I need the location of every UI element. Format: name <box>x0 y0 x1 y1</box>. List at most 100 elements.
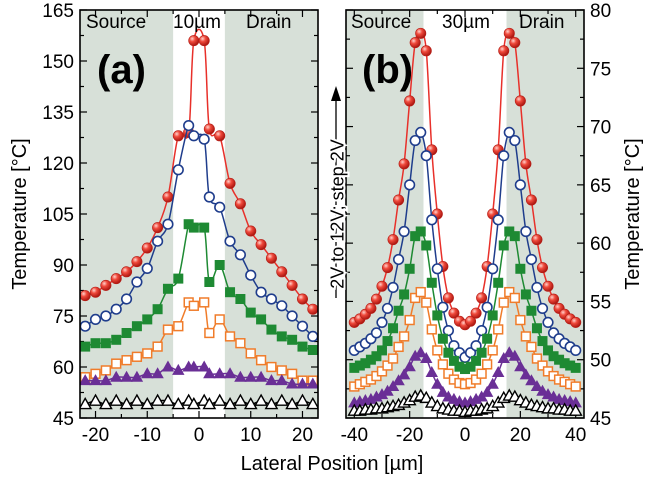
data-point <box>504 226 515 237</box>
data-point <box>442 324 454 337</box>
data-point <box>570 381 581 392</box>
data-point <box>415 126 427 138</box>
data-point <box>509 231 520 242</box>
data-point <box>80 396 93 410</box>
data-point <box>398 225 410 238</box>
data-point <box>404 95 416 107</box>
data-point <box>80 374 92 386</box>
panel-a-source-label: Source <box>86 12 146 33</box>
data-point <box>100 310 112 322</box>
data-point <box>89 374 102 386</box>
data-point <box>554 354 565 365</box>
data-point <box>131 321 142 332</box>
data-point <box>519 368 533 380</box>
data-point <box>520 225 532 238</box>
panel-b-series-3-markers <box>349 226 581 375</box>
data-point <box>415 286 426 298</box>
data-point <box>140 396 155 410</box>
data-point <box>376 366 388 377</box>
data-point <box>542 316 554 329</box>
data-point <box>203 191 215 203</box>
data-point <box>245 307 256 318</box>
data-point <box>171 396 186 410</box>
data-point <box>376 316 388 329</box>
data-point <box>266 361 277 373</box>
data-point <box>265 374 278 386</box>
data-point <box>420 150 432 162</box>
data-point <box>100 365 112 376</box>
data-point <box>398 331 410 342</box>
x-tick-label: -40 <box>341 425 368 446</box>
panel-a: -20 -10 0 10 20 45 60 75 90 105 120 135 150 165 Sourc… <box>9 1 319 446</box>
data-point <box>481 301 493 313</box>
data-point <box>150 393 165 406</box>
data-point <box>235 294 246 304</box>
data-point <box>245 225 257 237</box>
data-point <box>442 292 454 304</box>
data-point <box>199 297 210 308</box>
data-point <box>370 327 383 339</box>
data-point <box>285 396 300 410</box>
panel-b-series-5-markers <box>348 346 582 408</box>
data-point <box>531 353 543 364</box>
data-point <box>214 130 226 142</box>
panel-b-label: (b) <box>362 48 413 92</box>
data-point <box>476 347 487 358</box>
data-point <box>531 281 543 294</box>
data-point <box>198 133 210 145</box>
data-point <box>570 362 581 373</box>
data-point <box>509 37 521 49</box>
panel-b-series-2-markers <box>348 126 582 363</box>
data-point <box>454 361 465 372</box>
data-point <box>245 269 257 281</box>
data-point <box>213 367 226 379</box>
data-point <box>162 191 174 203</box>
data-point <box>204 327 215 339</box>
data-point <box>382 360 393 371</box>
data-point <box>188 130 200 142</box>
data-point <box>420 45 432 57</box>
data-point <box>514 360 527 372</box>
data-point <box>448 307 460 319</box>
data-point <box>525 374 538 386</box>
data-point <box>425 366 438 378</box>
data-point <box>508 349 522 361</box>
data-point <box>476 368 487 379</box>
data-point <box>498 297 509 308</box>
data-point <box>409 134 421 147</box>
data-point <box>465 361 476 372</box>
data-point <box>243 396 258 410</box>
data-point <box>130 370 144 382</box>
data-point <box>172 363 185 375</box>
data-point <box>202 396 217 410</box>
data-point <box>443 347 454 358</box>
data-point <box>514 95 526 107</box>
data-point <box>520 289 531 300</box>
panel-b-series-6-markers <box>347 388 583 418</box>
data-point <box>399 289 410 300</box>
data-point <box>568 403 583 416</box>
data-point <box>152 235 164 247</box>
data-point <box>141 367 154 379</box>
data-point <box>88 393 103 406</box>
data-point <box>531 234 543 246</box>
data-point <box>480 385 494 397</box>
data-point <box>486 377 499 389</box>
data-point <box>234 198 246 210</box>
data-point <box>235 338 246 349</box>
data-point <box>503 27 515 39</box>
data-point <box>99 374 113 386</box>
data-point <box>470 307 482 319</box>
data-point <box>436 385 450 397</box>
data-point <box>437 333 448 344</box>
y-tick-label: 150 <box>42 52 74 73</box>
panel-a-series-3-markers <box>80 219 318 355</box>
data-point <box>90 338 101 349</box>
y-tick-label: 105 <box>42 205 74 226</box>
data-point <box>297 341 308 352</box>
data-point <box>307 303 318 315</box>
data-point <box>89 313 102 326</box>
x-tick-label: -10 <box>134 425 161 446</box>
